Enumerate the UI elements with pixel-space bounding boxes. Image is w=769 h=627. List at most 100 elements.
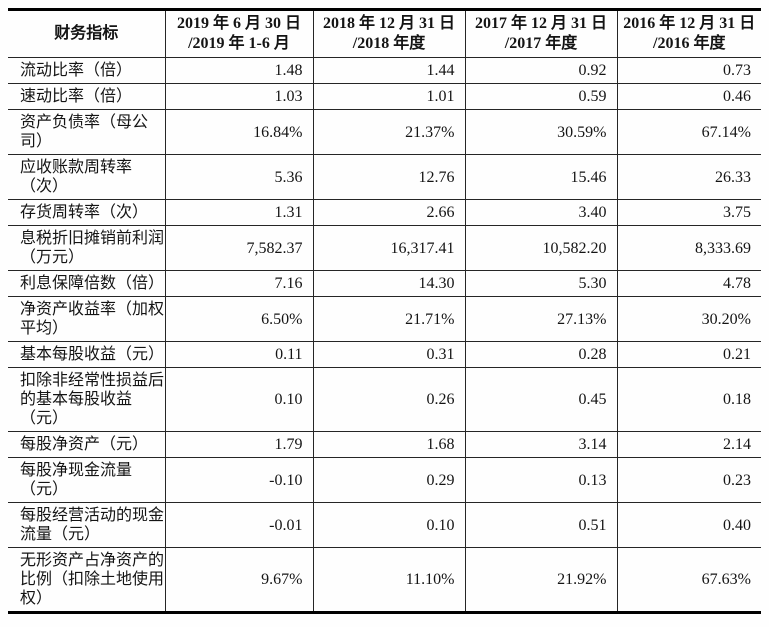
row-value: 9.67% [164, 547, 314, 613]
row-label: 存货周转率（次） [8, 199, 166, 226]
row-label: 速动比率（倍） [8, 83, 166, 110]
row-value: 67.14% [616, 109, 761, 155]
row-label: 无形资产占净资产的比例（扣除土地使用权） [8, 547, 166, 613]
row-value: 26.33 [616, 154, 761, 200]
header-period-line1: 2018 年 12 月 31 日 [322, 15, 455, 32]
row-value: 2.66 [312, 199, 466, 226]
header-period-line2: /2018 年度 [352, 35, 426, 52]
row-label: 应收账款周转率（次） [8, 154, 166, 200]
table-row: 流动比率（倍） 1.48 1.44 0.92 0.73 [8, 57, 761, 84]
header-period-line2: /2019 年 1-6 月 [188, 35, 290, 52]
row-value: 0.40 [616, 502, 761, 548]
header-period-line1: 2016 年 12 月 31 日 [623, 15, 756, 32]
row-label: 净资产收益率（加权平均） [8, 296, 166, 342]
row-value: 0.29 [312, 457, 466, 503]
row-value: 1.79 [164, 431, 314, 458]
row-value: 2.14 [616, 431, 761, 458]
row-value: 1.48 [164, 57, 314, 84]
row-value: 15.46 [464, 154, 618, 200]
row-value: 21.92% [464, 547, 618, 613]
header-period-line2: /2017 年度 [504, 35, 578, 52]
header-period-line1: 2019 年 6 月 30 日 [176, 15, 301, 32]
table-row: 速动比率（倍） 1.03 1.01 0.59 0.46 [8, 83, 761, 110]
financial-indicators-table: 财务指标 2019 年 6 月 30 日 /2019 年 1-6 月 2018 … [8, 8, 761, 614]
row-value: 0.10 [312, 502, 466, 548]
row-value: 10,582.20 [464, 225, 618, 271]
row-value: 21.37% [312, 109, 466, 155]
row-value: 30.59% [464, 109, 618, 155]
row-value: 0.92 [464, 57, 618, 84]
row-value: 3.75 [616, 199, 761, 226]
table-body: 流动比率（倍） 1.48 1.44 0.92 0.73 速动比率（倍） 1.03 1.01 0.… [8, 57, 761, 613]
header-period-line2: /2016 年度 [653, 35, 726, 52]
row-value: 5.30 [464, 270, 618, 297]
table-row: 资产负债率（母公司） 16.84% 21.37% 30.59% 67.14% [8, 109, 761, 155]
row-label: 扣除非经常性损益后的基本每股收益（元） [8, 367, 166, 432]
row-value: 16.84% [164, 109, 314, 155]
row-value: 1.01 [312, 83, 466, 110]
row-value: 0.59 [464, 83, 618, 110]
row-value: 0.18 [616, 367, 761, 432]
row-value: 11.10% [312, 547, 466, 613]
table-header-row: 财务指标 2019 年 6 月 30 日 /2019 年 1-6 月 2018 … [8, 9, 761, 58]
row-value: -0.10 [164, 457, 314, 503]
row-label: 利息保障倍数（倍） [8, 270, 166, 297]
row-value: 27.13% [464, 296, 618, 342]
row-value: 67.63% [616, 547, 761, 613]
table-row: 应收账款周转率（次） 5.36 12.76 15.46 26.33 [8, 154, 761, 200]
row-label: 流动比率（倍） [8, 57, 166, 84]
row-value: 1.31 [164, 199, 314, 226]
table-row: 无形资产占净资产的比例（扣除土地使用权） 9.67% 11.10% 21.92% 67.… [8, 547, 761, 613]
row-label: 每股经营活动的现金流量（元） [8, 502, 166, 548]
header-period-2017: 2017 年 12 月 31 日 /2017 年度 [464, 9, 618, 58]
table-row: 存货周转率（次） 1.31 2.66 3.40 3.75 [8, 199, 761, 226]
row-value: 7,582.37 [164, 225, 314, 271]
table-row: 每股净现金流量（元） -0.10 0.29 0.13 0.23 [8, 457, 761, 503]
row-value: 3.14 [464, 431, 618, 458]
header-period-2016: 2016 年 12 月 31 日 /2016 年度 [616, 9, 761, 58]
row-value: 1.03 [164, 83, 314, 110]
row-value: 0.46 [616, 83, 761, 110]
row-label: 基本每股收益（元） [8, 341, 166, 368]
row-value: 0.10 [164, 367, 314, 432]
row-value: 16,317.41 [312, 225, 466, 271]
header-period-2019: 2019 年 6 月 30 日 /2019 年 1-6 月 [164, 9, 314, 58]
row-value: 1.68 [312, 431, 466, 458]
header-period-line1: 2017 年 12 月 31 日 [474, 15, 607, 32]
table-row: 息税折旧摊销前利润（万元） 7,582.37 16,317.41 10,582.20 8… [8, 225, 761, 271]
row-value: 3.40 [464, 199, 618, 226]
row-value: 1.44 [312, 57, 466, 84]
row-value: -0.01 [164, 502, 314, 548]
row-value: 5.36 [164, 154, 314, 200]
row-value: 4.78 [616, 270, 761, 297]
row-label: 每股净现金流量（元） [8, 457, 166, 503]
row-value: 0.11 [164, 341, 314, 368]
row-value: 6.50% [164, 296, 314, 342]
row-label: 息税折旧摊销前利润（万元） [8, 225, 166, 271]
table-row: 基本每股收益（元） 0.11 0.31 0.28 0.21 [8, 341, 761, 368]
header-period-2018: 2018 年 12 月 31 日 /2018 年度 [312, 9, 466, 58]
row-value: 0.73 [616, 57, 761, 84]
table-row: 利息保障倍数（倍） 7.16 14.30 5.30 4.78 [8, 270, 761, 297]
row-value: 7.16 [164, 270, 314, 297]
table-row: 扣除非经常性损益后的基本每股收益（元） 0.10 0.26 0.45 0.18 [8, 367, 761, 432]
row-value: 0.51 [464, 502, 618, 548]
row-value: 0.13 [464, 457, 618, 503]
row-value: 0.21 [616, 341, 761, 368]
row-value: 21.71% [312, 296, 466, 342]
row-value: 0.45 [464, 367, 618, 432]
row-value: 12.76 [312, 154, 466, 200]
row-value: 0.23 [616, 457, 761, 503]
header-indicator: 财务指标 [8, 9, 166, 58]
row-value: 0.31 [312, 341, 466, 368]
row-value: 0.26 [312, 367, 466, 432]
row-value: 30.20% [616, 296, 761, 342]
table-row: 每股经营活动的现金流量（元） -0.01 0.10 0.51 0.40 [8, 502, 761, 548]
row-value: 8,333.69 [616, 225, 761, 271]
table-row: 每股净资产（元） 1.79 1.68 3.14 2.14 [8, 431, 761, 458]
table-row: 净资产收益率（加权平均） 6.50% 21.71% 27.13% 30.20% [8, 296, 761, 342]
row-label: 资产负债率（母公司） [8, 109, 166, 155]
row-value: 14.30 [312, 270, 466, 297]
row-value: 0.28 [464, 341, 618, 368]
